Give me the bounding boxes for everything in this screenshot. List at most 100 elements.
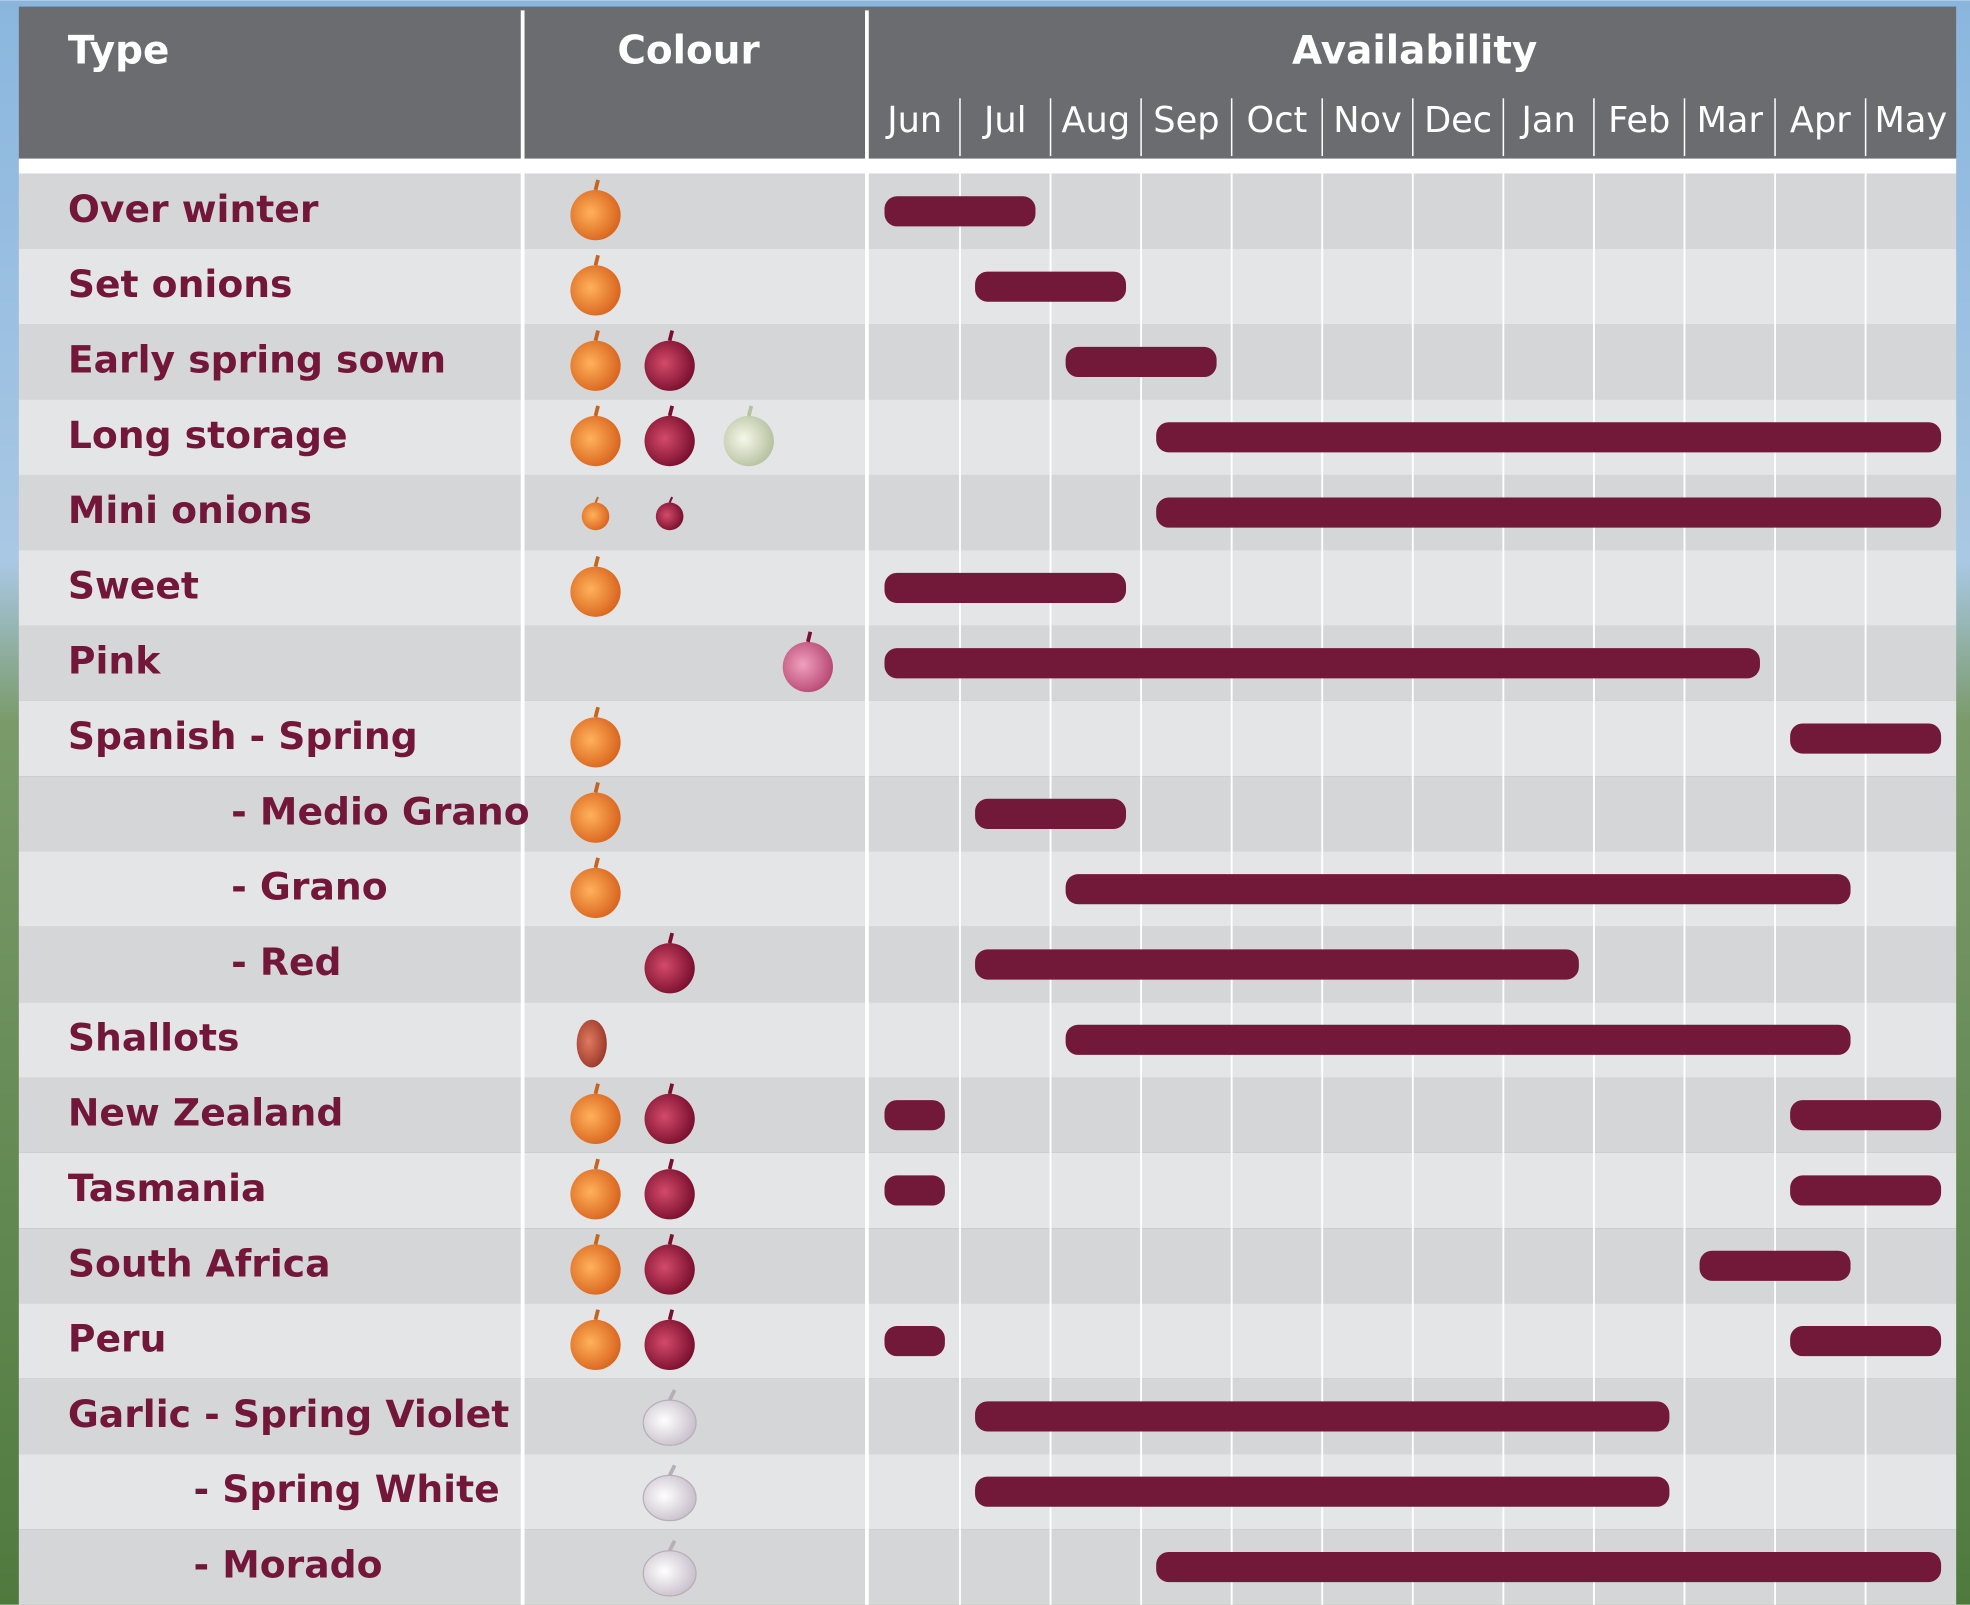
month-label: Feb: [1608, 100, 1670, 141]
availability-bar: [884, 1100, 944, 1130]
orange-onion-icon: [570, 416, 620, 466]
red-onion-icon: [645, 1169, 695, 1219]
month-label: Jun: [885, 100, 942, 141]
row-label: - Morado: [193, 1543, 382, 1587]
availability-bar: [1066, 1025, 1851, 1055]
red-onion-icon: [645, 341, 695, 391]
onion-stem: [596, 406, 599, 416]
availability-bar: [975, 949, 1579, 979]
red-onion-icon: [645, 1094, 695, 1144]
orange-onion-icon: [570, 717, 620, 767]
onion-stem: [670, 933, 673, 943]
availability-bar: [884, 573, 1126, 603]
onion-stem: [596, 255, 599, 265]
white-onion-icon: [724, 416, 774, 466]
onion-stem: [596, 1310, 599, 1320]
availability-bar: [975, 1477, 1669, 1507]
availability-bar: [975, 1401, 1669, 1431]
onion-stem: [596, 1084, 599, 1094]
onion-stem: [670, 406, 673, 416]
orange-onion-icon: [570, 265, 620, 315]
row-label: Mini onions: [68, 488, 312, 532]
red-onion-icon: [645, 1320, 695, 1370]
pink-onion-icon: [783, 642, 833, 692]
row-band: [19, 1153, 1956, 1228]
onion-stem: [596, 331, 599, 341]
availability-bar: [1790, 1175, 1941, 1205]
shallot-icon: [577, 1020, 607, 1068]
availability-header: Availability: [1292, 29, 1537, 74]
row-label: Peru: [68, 1317, 167, 1361]
orange-onion-icon: [570, 567, 620, 617]
availability-bar: [1156, 498, 1941, 528]
onion-stem: [596, 858, 599, 868]
orange-onion-icon: [570, 341, 620, 391]
onion-stem: [749, 406, 752, 416]
availability-bar: [1066, 347, 1217, 377]
row-label: New Zealand: [68, 1091, 344, 1135]
orange-onion-icon: [570, 1244, 620, 1294]
row-label: - Red: [231, 940, 341, 984]
month-label: Dec: [1424, 100, 1492, 141]
availability-bar: [975, 272, 1126, 302]
availability-bar: [1790, 1326, 1941, 1356]
page: Type Colour Availability JunJulAugSepOct…: [0, 0, 1970, 1605]
row-label: Tasmania: [68, 1166, 267, 1210]
row-label: Long storage: [68, 413, 348, 457]
onion-stem: [670, 1234, 673, 1244]
availability-bar: [1156, 1552, 1941, 1582]
orange-onion-icon: [570, 1320, 620, 1370]
month-label: Aug: [1061, 100, 1130, 141]
row-label: Early spring sown: [68, 337, 446, 381]
availability-bar: [1790, 723, 1941, 753]
red-onion-icon: [645, 1244, 695, 1294]
garlic-icon: [643, 1400, 696, 1445]
garlic-icon: [643, 1475, 696, 1520]
orange-onion-icon: [570, 1169, 620, 1219]
row-label: - Spring White: [193, 1467, 499, 1511]
row-label: Sweet: [68, 563, 199, 607]
row-label: Shallots: [68, 1015, 240, 1059]
month-label: Oct: [1247, 100, 1308, 141]
orange-onion-icon: [570, 1094, 620, 1144]
month-label: Apr: [1790, 100, 1851, 141]
header-rule: [19, 159, 1956, 174]
onion-stem: [670, 1159, 673, 1169]
availability-bar: [884, 196, 1035, 226]
onion-stem: [596, 180, 599, 190]
onion-stem: [670, 1310, 673, 1320]
month-label: May: [1875, 100, 1948, 141]
garlic-icon: [643, 1551, 696, 1596]
row-label: Garlic - Spring Violet: [68, 1392, 509, 1436]
onion-stem: [596, 1159, 599, 1169]
orange-onion-icon: [570, 868, 620, 918]
red-onion-icon: [645, 416, 695, 466]
month-label: Nov: [1333, 100, 1402, 141]
availability-bar: [1066, 874, 1851, 904]
red-onion-icon: [656, 503, 684, 531]
row-label: Pink: [68, 639, 161, 683]
availability-chart: Type Colour Availability JunJulAugSepOct…: [0, 0, 1970, 1605]
availability-bar: [884, 648, 1759, 678]
type-header: Type: [68, 29, 170, 74]
orange-onion-icon: [570, 793, 620, 843]
onion-stem: [808, 632, 811, 642]
onion-stem: [670, 331, 673, 341]
orange-onion-icon: [582, 503, 610, 531]
onion-stem: [596, 557, 599, 567]
availability-bar: [884, 1326, 944, 1356]
row-label: - Grano: [231, 865, 387, 909]
availability-bar: [1700, 1251, 1851, 1281]
row-label: South Africa: [68, 1241, 331, 1285]
row-label: Over winter: [68, 187, 319, 231]
month-label: Mar: [1697, 100, 1764, 141]
colour-header: Colour: [617, 29, 760, 74]
month-label: Sep: [1153, 100, 1219, 141]
onion-stem: [670, 1084, 673, 1094]
row-label: Spanish - Spring: [68, 714, 418, 758]
row-label: Set onions: [68, 262, 293, 306]
onion-stem: [596, 1234, 599, 1244]
onion-stem: [596, 707, 599, 717]
month-label: Jan: [1520, 100, 1576, 141]
red-onion-icon: [645, 943, 695, 993]
